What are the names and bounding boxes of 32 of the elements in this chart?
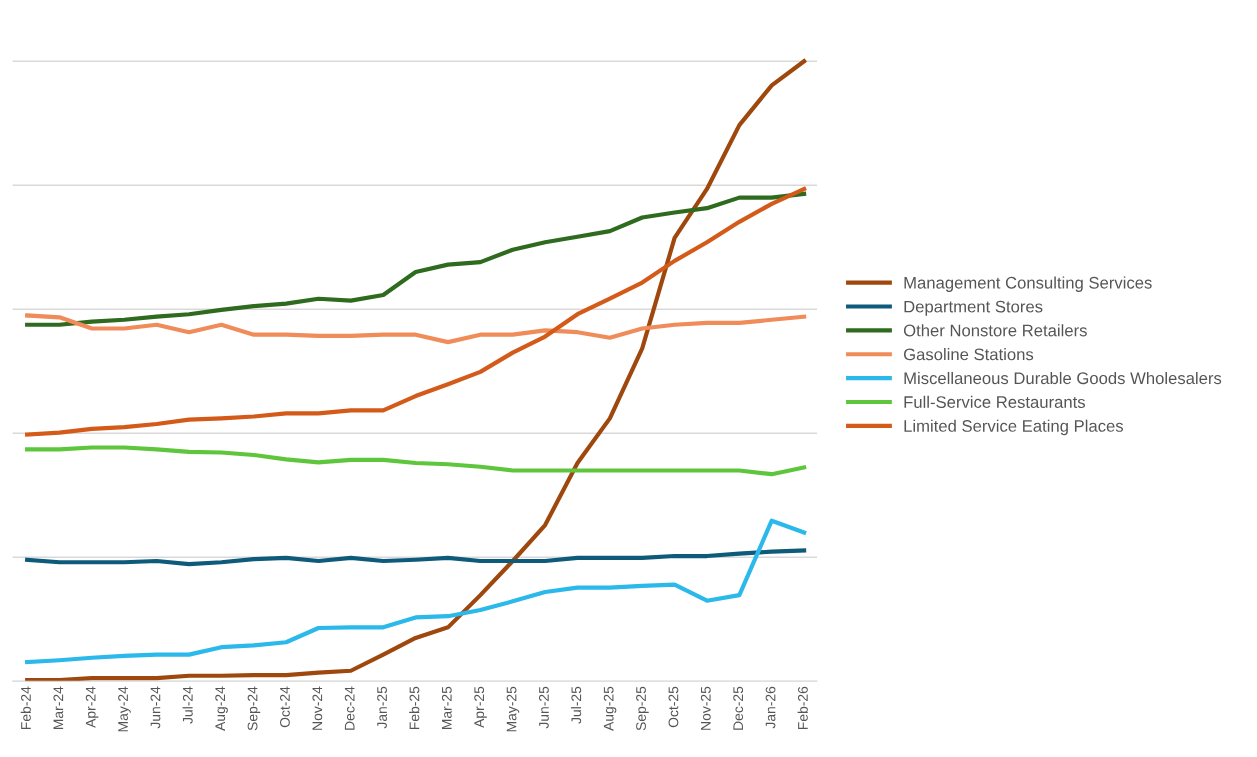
legend-label: Management Consulting Services [904, 276, 1152, 292]
x-tick-label: Feb-26 [797, 686, 808, 730]
legend-label: Other Nonstore Retailers [903, 324, 1087, 337]
x-tick-label: Mar-24 [53, 686, 64, 730]
x-tick-label: Jul-25 [571, 686, 582, 724]
x-tick-label: May-24 [118, 686, 131, 732]
legend-label: Limited Service Eating Places [904, 419, 1124, 436]
x-tick-label: Feb-24 [20, 686, 31, 730]
x-tick-label: Sep-24 [247, 686, 261, 731]
x-tick-label: Jan-26 [765, 686, 776, 729]
x-tick-label: Aug-25 [603, 686, 617, 731]
x-tick-label: Feb-25 [409, 686, 420, 730]
x-tick-label: Dec-24 [344, 686, 355, 730]
x-tick-label: Nov-24 [312, 686, 323, 730]
x-tick-label: Sep-25 [636, 686, 649, 731]
legend-label: Department Stores [904, 300, 1043, 316]
x-tick-label: Apr-25 [474, 686, 487, 728]
x-tick-label: Oct-25 [668, 686, 679, 728]
x-tick-label: Apr-24 [85, 686, 99, 728]
x-tick-label: Mar-25 [441, 686, 452, 730]
x-tick-label: Oct-24 [280, 686, 290, 728]
legend-label: Gasoline Stations [903, 348, 1034, 361]
legend-label: Miscellaneous Durable Goods Wholesalers [904, 371, 1222, 385]
x-tick-label: Jan-25 [377, 686, 387, 729]
x-tick-label: May-25 [506, 686, 520, 732]
x-tick-label: Nov-25 [700, 686, 711, 730]
x-tick-label: Aug-24 [215, 686, 228, 731]
x-tick-label: Jul-24 [182, 686, 193, 724]
x-tick-label: Jun-25 [539, 686, 549, 729]
x-tick-label: Jun-24 [150, 686, 161, 729]
legend-label: Full-Service Restaurants [904, 395, 1086, 408]
x-tick-label: Dec-25 [733, 686, 744, 730]
